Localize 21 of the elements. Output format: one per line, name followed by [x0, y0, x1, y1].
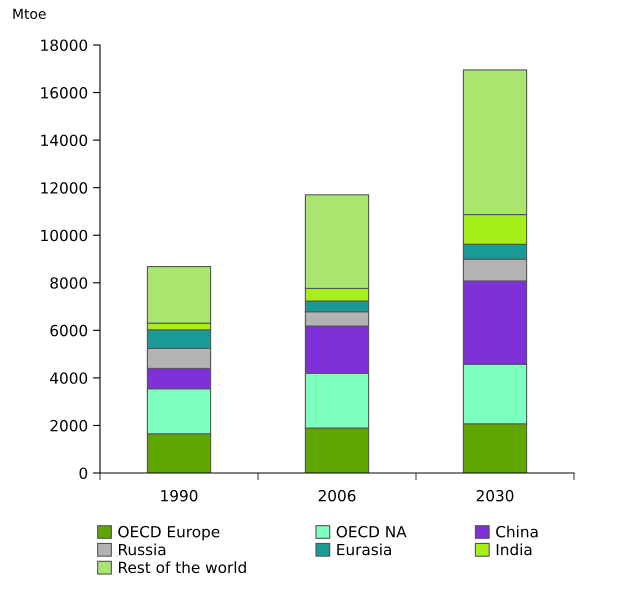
y-tick-label: 4000: [50, 372, 88, 384]
legend-label: China: [496, 526, 538, 538]
x-tick-label: 1990: [161, 490, 198, 502]
legend-label: Eurasia: [337, 543, 391, 556]
y-tick-label: 14000: [41, 134, 88, 146]
y-tick-label: 2000: [50, 420, 88, 432]
legend-label: OECD Europe: [118, 526, 220, 540]
legend-label: India: [496, 543, 532, 556]
y-axis-title: Mtoe: [13, 8, 46, 20]
legend-label: OECD NA: [336, 526, 407, 538]
y-tick-label: 16000: [41, 87, 88, 99]
x-tick-label: 2030: [476, 490, 514, 502]
y-tick-label: 10000: [41, 230, 88, 242]
y-tick-label: 18000: [41, 39, 88, 52]
y-tick-label: 0: [79, 467, 88, 480]
x-tick-label: 2006: [318, 490, 356, 502]
y-tick-label: 12000: [41, 182, 88, 194]
legend-label: Russia: [119, 543, 166, 556]
legend-label: Rest of the world: [119, 561, 246, 574]
y-tick-label: 6000: [50, 324, 88, 336]
y-tick-label: 8000: [50, 277, 88, 289]
